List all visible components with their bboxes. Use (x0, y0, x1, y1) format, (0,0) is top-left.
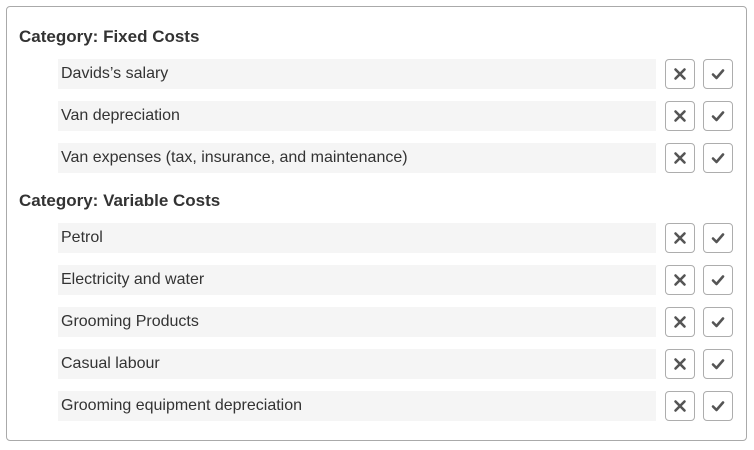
accept-button[interactable] (703, 143, 733, 173)
list-item: Van expenses (tax, insurance, and mainte… (58, 143, 734, 173)
item-label: Grooming equipment depreciation (58, 391, 656, 421)
close-icon (674, 274, 686, 286)
accept-button[interactable] (703, 59, 733, 89)
close-icon (674, 316, 686, 328)
reject-button[interactable] (665, 59, 695, 89)
close-icon (674, 400, 686, 412)
check-icon (711, 153, 725, 164)
cost-categorization-panel: Category: Fixed Costs Davids’s salary Va… (6, 6, 747, 441)
reject-button[interactable] (665, 307, 695, 337)
item-label: Casual labour (58, 349, 656, 379)
check-icon (711, 359, 725, 370)
reject-button[interactable] (665, 265, 695, 295)
check-icon (711, 111, 725, 122)
check-icon (711, 69, 725, 80)
list-item: Van depreciation (58, 101, 734, 131)
check-icon (711, 401, 725, 412)
list-item: Casual labour (58, 349, 734, 379)
accept-button[interactable] (703, 265, 733, 295)
list-item: Grooming Products (58, 307, 734, 337)
list-item: Davids’s salary (58, 59, 734, 89)
reject-button[interactable] (665, 143, 695, 173)
list-item: Electricity and water (58, 265, 734, 295)
reject-button[interactable] (665, 349, 695, 379)
item-label: Davids’s salary (58, 59, 656, 89)
reject-button[interactable] (665, 391, 695, 421)
close-icon (674, 68, 686, 80)
list-item: Grooming equipment depreciation (58, 391, 734, 421)
check-icon (711, 233, 725, 244)
accept-button[interactable] (703, 101, 733, 131)
category-title-variable-costs: Category: Variable Costs (19, 191, 221, 210)
accept-button[interactable] (703, 307, 733, 337)
reject-button[interactable] (665, 223, 695, 253)
check-icon (711, 275, 725, 286)
accept-button[interactable] (703, 391, 733, 421)
accept-button[interactable] (703, 223, 733, 253)
close-icon (674, 110, 686, 122)
check-icon (711, 317, 725, 328)
reject-button[interactable] (665, 101, 695, 131)
item-label: Grooming Products (58, 307, 656, 337)
category-title-fixed-costs: Category: Fixed Costs (19, 27, 200, 46)
close-icon (674, 152, 686, 164)
accept-button[interactable] (703, 349, 733, 379)
item-label: Van expenses (tax, insurance, and mainte… (58, 143, 656, 173)
list-item: Petrol (58, 223, 734, 253)
item-label: Van depreciation (58, 101, 656, 131)
close-icon (674, 232, 686, 244)
item-label: Electricity and water (58, 265, 656, 295)
close-icon (674, 358, 686, 370)
item-label: Petrol (58, 223, 656, 253)
